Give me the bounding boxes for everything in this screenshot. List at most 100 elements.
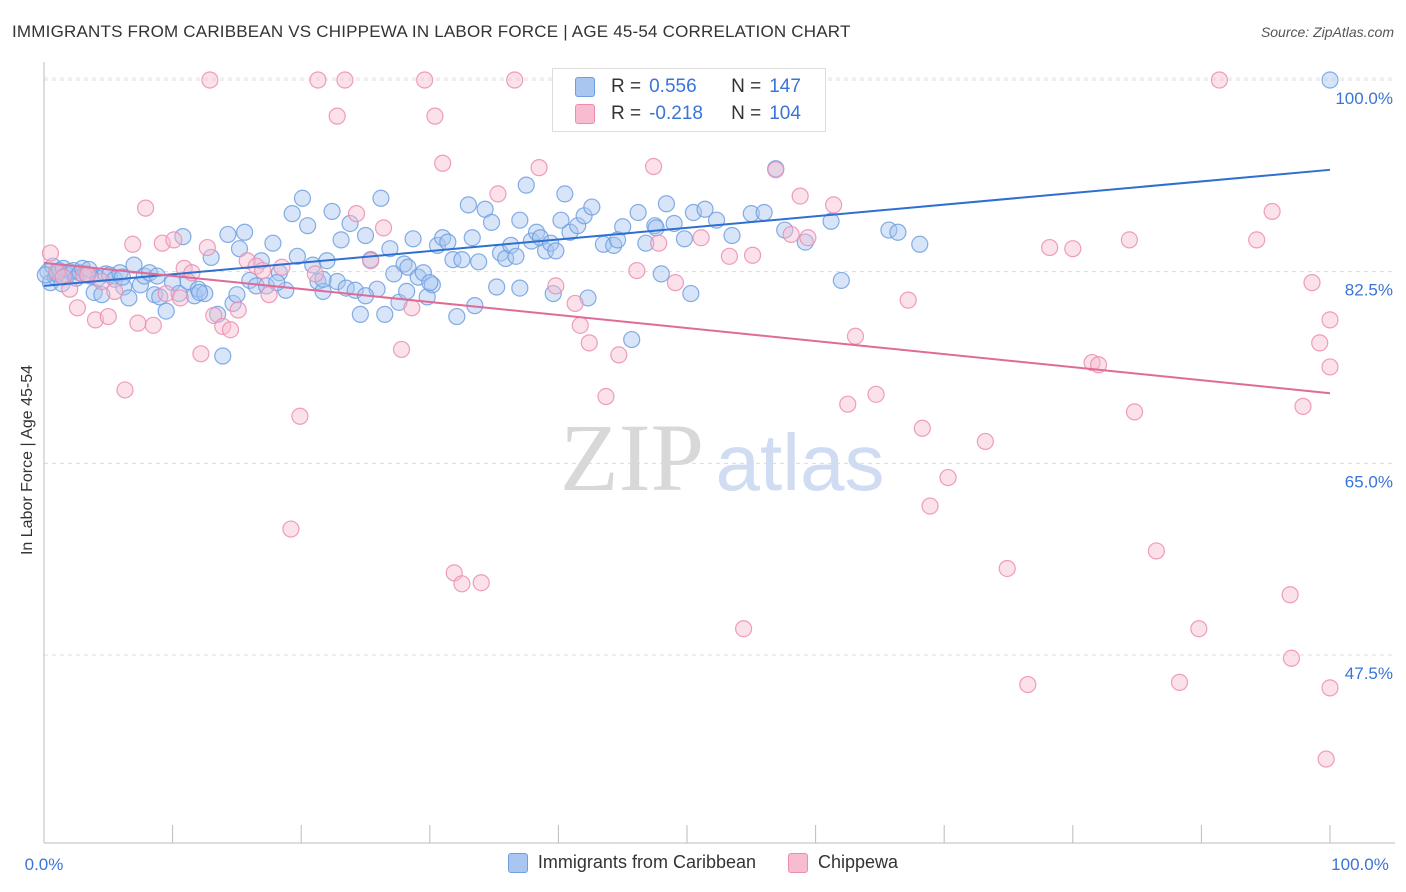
legend-n-label: N = <box>731 103 762 124</box>
data-point <box>125 256 143 274</box>
data-point <box>403 299 421 317</box>
data-point <box>416 71 434 89</box>
data-point <box>1170 673 1189 691</box>
data-point <box>767 161 785 179</box>
data-point <box>899 291 917 309</box>
data-point <box>547 242 565 260</box>
data-point <box>610 346 628 364</box>
data-point <box>434 154 452 172</box>
data-point <box>192 345 210 363</box>
data-point <box>696 200 714 218</box>
data-point <box>1321 358 1339 376</box>
data-point <box>1282 649 1301 667</box>
data-point <box>657 195 676 213</box>
data-point <box>911 235 929 253</box>
data-point <box>351 305 369 323</box>
data-point <box>171 289 189 307</box>
data-point <box>556 185 574 203</box>
data-point <box>439 233 457 251</box>
data-point <box>867 385 885 403</box>
data-point <box>506 71 524 89</box>
data-point <box>124 235 142 253</box>
data-point <box>374 219 393 237</box>
data-point <box>608 231 627 249</box>
series-swatch-chippewa <box>788 852 808 873</box>
data-point <box>832 271 850 290</box>
data-point <box>229 301 247 319</box>
data-point <box>165 231 183 249</box>
data-point <box>1041 238 1059 257</box>
watermark-zip: ZIP <box>560 404 704 511</box>
data-point <box>341 214 359 233</box>
series-legend-chippewa: Chippewa <box>788 852 898 873</box>
data-point <box>614 218 632 236</box>
data-point <box>889 223 907 241</box>
data-point <box>426 107 444 125</box>
y-tick-label: 65.0% <box>1345 472 1393 491</box>
data-point <box>120 289 138 307</box>
data-point <box>93 286 111 304</box>
data-point <box>1125 403 1144 421</box>
data-point <box>846 327 865 345</box>
data-point <box>1294 397 1312 415</box>
legend-n-value: 147 <box>769 76 801 97</box>
data-point <box>1064 240 1082 258</box>
data-point <box>839 395 857 413</box>
data-point <box>219 225 237 244</box>
x-tick-label: 100.0% <box>1331 855 1389 874</box>
data-point <box>323 202 341 221</box>
data-point <box>552 211 570 229</box>
chart-title: IMMIGRANTS FROM CARIBBEAN VS CHIPPEWA IN… <box>12 22 851 41</box>
data-point <box>444 251 462 269</box>
data-point <box>414 264 432 282</box>
data-point <box>566 294 584 313</box>
data-point <box>743 246 762 264</box>
data-point <box>629 203 647 222</box>
source-label: Source: ZipAtlas.com <box>1260 24 1394 40</box>
data-point <box>666 274 685 292</box>
data-point <box>1317 750 1335 768</box>
data-point <box>157 284 175 303</box>
data-point <box>1311 334 1329 352</box>
y-axis-title: In Labor Force | Age 45-54 <box>19 364 36 556</box>
data-point <box>692 229 710 247</box>
data-point <box>1210 71 1229 89</box>
data-point <box>228 286 246 304</box>
data-point <box>459 196 477 214</box>
data-point <box>198 238 216 257</box>
data-point <box>68 299 87 317</box>
series-legend-caribbean: Immigrants from Caribbean <box>507 852 756 873</box>
data-point <box>782 225 800 244</box>
data-point <box>404 230 422 248</box>
data-point <box>381 240 399 258</box>
data-point <box>157 302 175 320</box>
data-point <box>665 214 683 233</box>
data-point <box>453 251 471 269</box>
data-point <box>530 159 548 177</box>
data-point <box>720 247 739 265</box>
data-point <box>347 205 366 223</box>
data-point <box>238 252 256 270</box>
data-point <box>86 311 105 329</box>
data-point <box>791 187 809 205</box>
data-point <box>822 212 840 230</box>
legend-r-label: R = <box>611 76 642 97</box>
data-point <box>283 205 301 223</box>
data-point <box>144 316 162 334</box>
data-point <box>1321 311 1339 329</box>
data-point <box>398 282 416 300</box>
gridlines <box>44 77 1395 656</box>
data-point <box>637 234 655 252</box>
data-point <box>299 217 317 235</box>
data-point <box>174 228 192 246</box>
data-point <box>328 107 346 125</box>
data-point <box>913 419 931 437</box>
data-point <box>291 407 309 425</box>
legend-r-value: -0.218 <box>649 103 703 124</box>
data-point <box>116 381 134 399</box>
data-point <box>328 272 346 291</box>
legend-swatch-caribbean <box>575 77 595 97</box>
data-points <box>36 71 1339 768</box>
data-point <box>998 559 1016 578</box>
